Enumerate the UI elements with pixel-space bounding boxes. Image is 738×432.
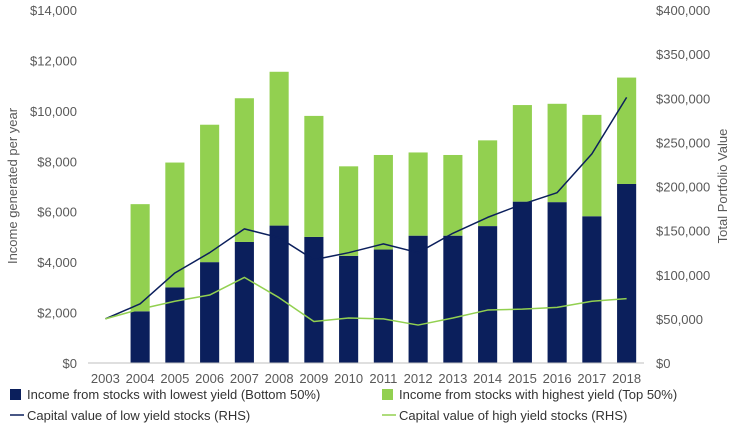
x-tick-label: 2015: [508, 371, 537, 386]
line-high-yield-capital: [105, 276, 627, 326]
bar-high-yield-2015: [512, 105, 532, 202]
bars: [130, 71, 637, 363]
legend-swatch: [382, 389, 393, 400]
bar-high-yield-2016: [547, 103, 567, 203]
y2-axis-ticks: $0 $50,000 $100,000 $150,000 $200,000 $250,00…: [656, 3, 710, 371]
bar-low-yield-2012: [408, 235, 428, 363]
bar-high-yield-2018: [617, 77, 637, 184]
bar-low-yield-2017: [582, 216, 602, 363]
bar-low-yield-2013: [443, 235, 463, 363]
bar-high-yield-2014: [478, 140, 498, 227]
legend-swatch: [10, 389, 21, 400]
bar-high-yield-2010: [339, 166, 359, 256]
x-tick-label: 2009: [299, 371, 328, 386]
y2-tick-label: $300,000: [656, 91, 710, 106]
bar-low-yield-2008: [269, 225, 289, 363]
bar-low-yield-2016: [547, 202, 567, 363]
bar-low-yield-2018: [617, 183, 637, 363]
bar-low-yield-2007: [234, 241, 254, 363]
bar-high-yield-2008: [269, 71, 289, 226]
x-tick-label: 2017: [577, 371, 606, 386]
bar-high-yield-2017: [582, 114, 602, 217]
y-tick-label: $0: [63, 356, 77, 371]
bar-high-yield-2005: [165, 162, 185, 288]
x-tick-label: 2003: [91, 371, 120, 386]
line-low-yield-capital: [105, 96, 628, 320]
bar-high-yield-2007: [234, 98, 254, 242]
legend-label: Capital value of low yield stocks (RHS): [27, 408, 250, 423]
bar-low-yield-2004: [130, 311, 150, 363]
bar-low-yield-2006: [200, 262, 220, 363]
bar-high-yield-2011: [373, 154, 393, 250]
x-tick-label: 2005: [160, 371, 189, 386]
y-tick-label: $4,000: [37, 255, 77, 270]
y2-axis-title: Total Portfolio Value: [715, 129, 730, 244]
y2-tick-label: $150,000: [656, 224, 710, 239]
x-tick-label: 2004: [126, 371, 155, 386]
legend-label: Income from stocks with highest yield (T…: [399, 387, 677, 402]
y2-tick-label: $350,000: [656, 47, 710, 62]
y-tick-label: $10,000: [30, 104, 77, 119]
y-tick-label: $14,000: [30, 3, 77, 18]
bar-high-yield-2006: [200, 124, 220, 263]
lines: [105, 96, 628, 326]
bar-high-yield-2004: [130, 204, 150, 312]
x-tick-label: 2014: [473, 371, 502, 386]
legend-label: Income from stocks with lowest yield (Bo…: [27, 387, 320, 402]
x-tick-label: 2007: [230, 371, 259, 386]
x-tick-label: 2010: [334, 371, 363, 386]
y2-tick-label: $200,000: [656, 180, 710, 195]
x-tick-label: 2013: [438, 371, 467, 386]
y-axis-title: Income generated per year: [5, 107, 20, 264]
y-axis-ticks: $0 $2,000 $4,000 $6,000 $8,000 $10,000 $12,000…: [30, 3, 77, 371]
legend-label: Capital value of high yield stocks (RHS): [399, 408, 627, 423]
y2-tick-label: $0: [656, 356, 670, 371]
bar-low-yield-2011: [373, 249, 393, 363]
bar-high-yield-2009: [304, 115, 324, 237]
y2-tick-label: $250,000: [656, 135, 710, 150]
x-tick-label: 2006: [195, 371, 224, 386]
y2-tick-label: $100,000: [656, 268, 710, 283]
y-tick-label: $2,000: [37, 306, 77, 321]
x-tick-label: 2018: [612, 371, 641, 386]
y-tick-label: $12,000: [30, 53, 77, 68]
x-tick-label: 2016: [543, 371, 572, 386]
x-tick-label: 2011: [369, 371, 397, 386]
x-tick-label: 2012: [404, 371, 433, 386]
bar-high-yield-2013: [443, 154, 463, 236]
legend: Income from stocks with lowest yield (Bo…: [10, 387, 677, 423]
y-tick-label: $6,000: [37, 205, 77, 220]
y2-tick-label: $50,000: [656, 312, 703, 327]
bar-high-yield-2012: [408, 152, 428, 236]
y-tick-label: $8,000: [37, 154, 77, 169]
x-axis-ticks: 2003 2004 2005 2006 2007 2008 2009 2010 2011 2012…: [91, 371, 641, 386]
bar-low-yield-2014: [478, 226, 498, 363]
bar-low-yield-2010: [339, 255, 359, 363]
y2-tick-label: $400,000: [656, 3, 710, 18]
bar-low-yield-2009: [304, 236, 324, 363]
bar-low-yield-2005: [165, 287, 185, 363]
x-tick-label: 2008: [265, 371, 294, 386]
bar-low-yield-2015: [512, 201, 532, 363]
